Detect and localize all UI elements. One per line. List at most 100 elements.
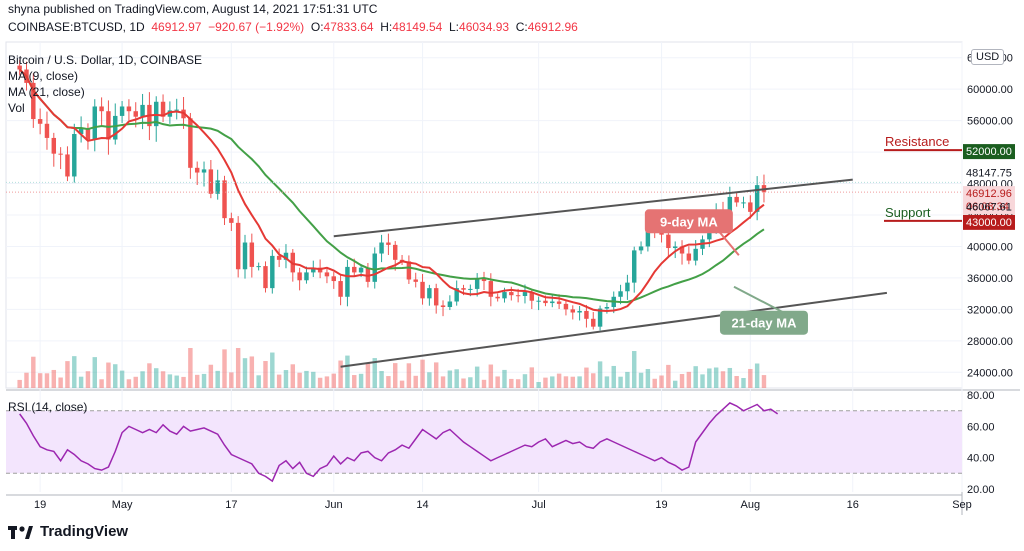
candle[interactable] — [666, 234, 671, 249]
candle[interactable] — [113, 115, 118, 140]
candle[interactable] — [454, 288, 459, 302]
candle[interactable] — [413, 279, 418, 282]
candle[interactable] — [249, 242, 255, 267]
candle[interactable] — [331, 276, 336, 282]
candle[interactable] — [58, 153, 63, 155]
candle[interactable] — [393, 244, 398, 260]
candle[interactable] — [304, 272, 309, 281]
candle[interactable] — [358, 267, 364, 273]
candle[interactable] — [625, 282, 630, 292]
candle[interactable] — [99, 106, 104, 112]
candle[interactable] — [570, 309, 575, 313]
candle[interactable] — [352, 266, 357, 273]
candle[interactable] — [276, 255, 282, 260]
candle[interactable] — [468, 288, 473, 290]
candle[interactable] — [126, 106, 132, 112]
candle[interactable] — [133, 111, 138, 117]
candle[interactable] — [194, 167, 200, 173]
candle[interactable] — [556, 301, 562, 304]
candle[interactable] — [481, 278, 487, 282]
candle[interactable] — [311, 267, 316, 273]
candle[interactable] — [597, 308, 603, 327]
candle[interactable] — [754, 185, 760, 212]
candle[interactable] — [106, 111, 111, 140]
candle[interactable] — [509, 292, 514, 296]
candle[interactable] — [638, 246, 644, 251]
candle[interactable] — [522, 292, 528, 296]
candle[interactable] — [365, 267, 371, 282]
candle[interactable] — [338, 281, 343, 297]
candle[interactable] — [263, 266, 268, 289]
candle[interactable] — [229, 218, 234, 223]
candle[interactable] — [140, 104, 145, 117]
candle[interactable] — [51, 137, 57, 154]
candle[interactable] — [78, 128, 84, 135]
tradingview-logo[interactable]: TradingView — [8, 523, 128, 540]
candle[interactable] — [474, 278, 480, 289]
candle[interactable] — [748, 202, 753, 212]
candle[interactable] — [591, 318, 596, 327]
candle[interactable] — [72, 134, 77, 177]
legend-volume[interactable]: Vol — [8, 101, 25, 115]
candle[interactable] — [550, 301, 555, 304]
candle[interactable] — [379, 242, 384, 254]
candle[interactable] — [679, 246, 685, 254]
candle[interactable] — [543, 300, 548, 304]
candle[interactable] — [604, 307, 610, 309]
candle[interactable] — [65, 154, 70, 177]
candle[interactable] — [44, 123, 50, 138]
candle[interactable] — [119, 106, 125, 116]
candle[interactable] — [632, 250, 637, 283]
legend-ma9[interactable]: MA (9, close) — [8, 69, 79, 83]
candle[interactable] — [420, 281, 425, 299]
candle[interactable] — [270, 255, 275, 289]
legend-rsi[interactable]: RSI (14, close) — [8, 400, 88, 414]
candle[interactable] — [324, 272, 330, 277]
candle[interactable] — [92, 106, 97, 140]
candle[interactable] — [174, 109, 179, 111]
candle[interactable] — [427, 288, 432, 299]
candle[interactable] — [283, 252, 289, 260]
candle[interactable] — [447, 301, 453, 308]
candle[interactable] — [208, 169, 214, 194]
candle[interactable] — [734, 196, 739, 203]
candle[interactable] — [345, 266, 350, 297]
candle[interactable] — [577, 310, 582, 313]
candle[interactable] — [31, 82, 36, 120]
candle[interactable] — [188, 118, 193, 168]
candle[interactable] — [17, 65, 22, 70]
candle[interactable] — [215, 180, 220, 194]
candle[interactable] — [433, 288, 439, 306]
candle[interactable] — [488, 281, 494, 297]
candle[interactable] — [440, 305, 446, 308]
candle[interactable] — [160, 101, 166, 117]
candle[interactable] — [727, 196, 733, 217]
rsi-line[interactable] — [19, 402, 779, 483]
candle[interactable] — [515, 295, 521, 297]
candle[interactable] — [167, 110, 173, 117]
trendline[interactable] — [333, 178, 853, 238]
candle[interactable] — [386, 242, 391, 245]
candle[interactable] — [529, 292, 535, 301]
candle[interactable] — [618, 291, 623, 297]
symbol[interactable]: COINBASE:BTCUSD, 1D — [8, 20, 145, 34]
annotation-box[interactable] — [719, 310, 808, 335]
candle[interactable] — [741, 202, 746, 204]
ma21-line[interactable] — [18, 68, 765, 304]
candle[interactable] — [372, 253, 377, 282]
candle[interactable] — [645, 229, 651, 247]
candle[interactable] — [297, 272, 302, 281]
candle[interactable] — [536, 300, 541, 302]
candle[interactable] — [584, 310, 589, 319]
candle[interactable] — [672, 246, 678, 249]
candle[interactable] — [201, 169, 207, 173]
candle[interactable] — [85, 128, 91, 140]
candle[interactable] — [37, 119, 43, 124]
candle[interactable] — [256, 266, 261, 268]
currency-button[interactable]: USD — [971, 49, 1005, 65]
trendline[interactable] — [340, 291, 888, 368]
candle[interactable] — [495, 296, 500, 299]
candle[interactable] — [222, 180, 227, 219]
legend-ma21[interactable]: MA (21, close) — [8, 85, 85, 99]
